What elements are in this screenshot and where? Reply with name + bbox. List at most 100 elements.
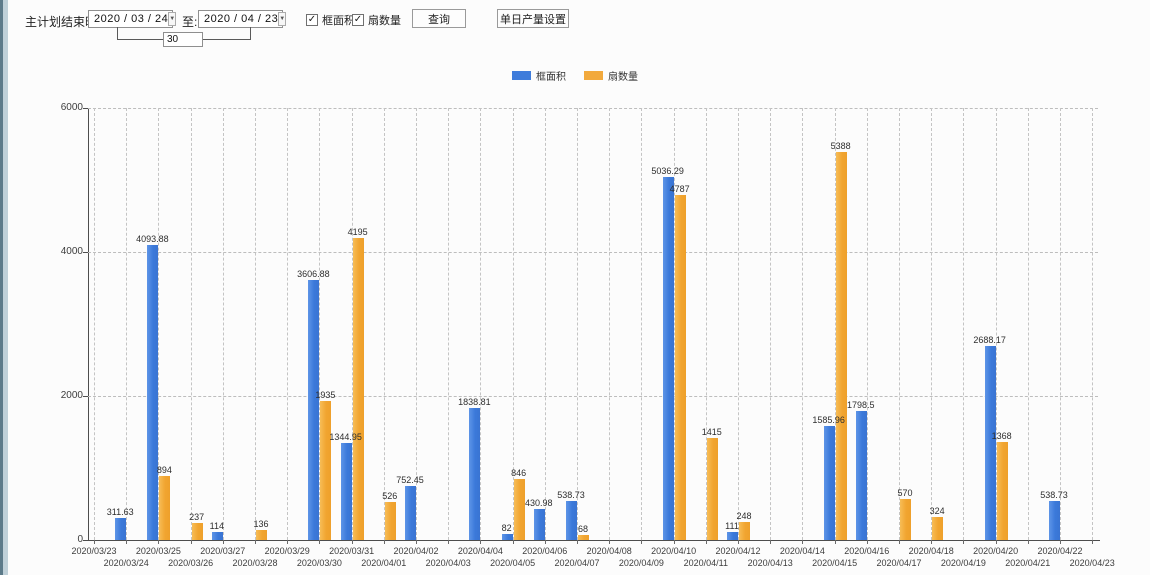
bar-sash-count	[835, 152, 847, 540]
x-tick	[1027, 540, 1029, 544]
x-tick	[416, 540, 417, 544]
bar-value-label: 324	[929, 506, 945, 516]
v-gridline	[1027, 108, 1029, 540]
x-axis-label: 2020/03/25	[135, 546, 181, 556]
x-tick	[158, 540, 160, 544]
y-axis-label: 0	[77, 534, 83, 545]
bar-frame-area	[566, 501, 577, 540]
v-gridline	[802, 108, 804, 540]
to-label: 至:	[182, 15, 198, 29]
x-tick	[899, 540, 900, 544]
date-to-picker[interactable]: 2020 / 04 / 23 ▼	[198, 10, 287, 28]
daily-output-settings-button[interactable]: 单日产量设置	[497, 9, 569, 28]
bar-value-label: 4093.88	[136, 234, 169, 244]
date-range-connector-right	[203, 27, 251, 40]
bar-value-label: 538.73	[557, 490, 585, 500]
v-gridline	[609, 108, 611, 540]
bar-frame-area	[211, 532, 223, 540]
x-axis-label: 2020/04/08	[586, 546, 632, 556]
bar-frame-area	[147, 245, 159, 540]
bar-frame-area	[984, 346, 996, 540]
x-axis-label: 2020/04/17	[876, 558, 922, 568]
x-axis-label: 2020/04/21	[1005, 558, 1051, 568]
bar-value-label: 1344.95	[329, 432, 362, 442]
v-gridline	[448, 108, 450, 540]
bar-value-label: 3606.88	[297, 269, 330, 279]
x-axis-label: 2020/03/31	[329, 546, 375, 556]
window-edge-light	[3, 0, 8, 575]
x-tick	[255, 540, 256, 544]
bar-chart-plot-area: 2020/03/23 2020/03/24 311.63 2020/03/25 4093…	[71, 108, 1115, 568]
v-gridline	[963, 108, 965, 540]
v-gridline	[673, 108, 675, 540]
v-gridline	[416, 108, 417, 540]
date-to-dropdown-icon[interactable]: ▼	[278, 12, 287, 26]
frame-area-checkbox[interactable]: ✓ 框面积	[306, 12, 355, 28]
x-tick	[705, 540, 707, 544]
x-axis-label: 2020/04/06	[522, 546, 568, 556]
y-axis-label: 4000	[60, 246, 83, 257]
x-tick	[963, 540, 965, 544]
bar-frame-area	[115, 518, 127, 540]
bar-sash-count	[706, 438, 718, 540]
bar-value-label: 538.73	[1040, 490, 1068, 500]
bar-sash-count	[159, 476, 171, 540]
x-axis-label: 2020/04/01	[361, 558, 407, 568]
x-axis-label: 2020/04/12	[715, 546, 761, 556]
query-button[interactable]: 查询	[412, 9, 466, 28]
x-axis-label: 2020/04/05	[490, 558, 536, 568]
bar-value-label: 5036.29	[651, 166, 684, 176]
bar-value-label: 237	[189, 512, 205, 522]
x-axis-label: 2020/04/13	[747, 558, 793, 568]
x-axis-line	[88, 540, 1100, 541]
x-axis-label: 2020/04/14	[779, 546, 825, 556]
v-gridline	[222, 108, 224, 540]
v-gridline	[319, 108, 321, 540]
bar-value-label: 4195	[347, 227, 368, 237]
bar-value-label: 68	[577, 524, 589, 534]
x-tick	[1060, 540, 1061, 544]
h-gridline	[88, 396, 1098, 397]
x-axis-label: 2020/04/20	[973, 546, 1019, 556]
date-from-dropdown-icon[interactable]: ▼	[168, 12, 177, 26]
bar-frame-area	[340, 443, 352, 540]
bar-value-label: 114	[209, 521, 224, 531]
sash-count-checkbox[interactable]: ✓ 扇数量	[352, 12, 401, 28]
bar-value-label: 1415	[701, 427, 722, 437]
v-gridline	[899, 108, 900, 540]
x-axis-label: 2020/04/15	[812, 558, 858, 568]
days-count-input[interactable]: 30	[163, 32, 203, 47]
date-from-picker[interactable]: 2020 / 03 / 24 ▼	[88, 10, 177, 28]
x-axis-label: 2020/04/16	[844, 546, 890, 556]
v-gridline	[866, 108, 868, 540]
sash-count-checkbox-label: 扇数量	[368, 15, 401, 27]
y-tick	[83, 540, 88, 541]
v-gridline	[705, 108, 707, 540]
bar-value-label: 311.63	[106, 507, 134, 517]
v-gridline	[738, 108, 739, 540]
legend-label-frame-area: 框面积	[536, 72, 566, 83]
date-from-value: 2020 / 03 / 24	[94, 13, 169, 25]
checkbox-checked-icon[interactable]: ✓	[352, 14, 364, 26]
v-gridline	[126, 108, 128, 540]
legend-item-sash-count: 扇数量	[584, 68, 638, 83]
checkbox-checked-icon[interactable]: ✓	[306, 14, 318, 26]
bar-value-label: 846	[511, 468, 527, 478]
v-gridline	[158, 108, 160, 540]
x-axis-label: 2020/03/23	[71, 546, 117, 556]
bar-value-label: 5388	[830, 141, 851, 151]
x-tick	[802, 540, 804, 544]
x-tick	[641, 540, 643, 544]
x-tick	[94, 540, 95, 544]
y-axis-label: 6000	[60, 102, 83, 113]
legend-swatch-blue	[512, 71, 531, 80]
h-gridline	[88, 108, 1098, 109]
bar-sash-count	[996, 442, 1008, 540]
x-tick	[609, 540, 611, 544]
x-tick	[834, 540, 836, 544]
x-tick	[738, 540, 739, 544]
v-gridline	[1060, 108, 1061, 540]
bar-frame-area	[469, 408, 481, 540]
v-gridline	[544, 108, 546, 540]
v-gridline	[931, 108, 933, 540]
